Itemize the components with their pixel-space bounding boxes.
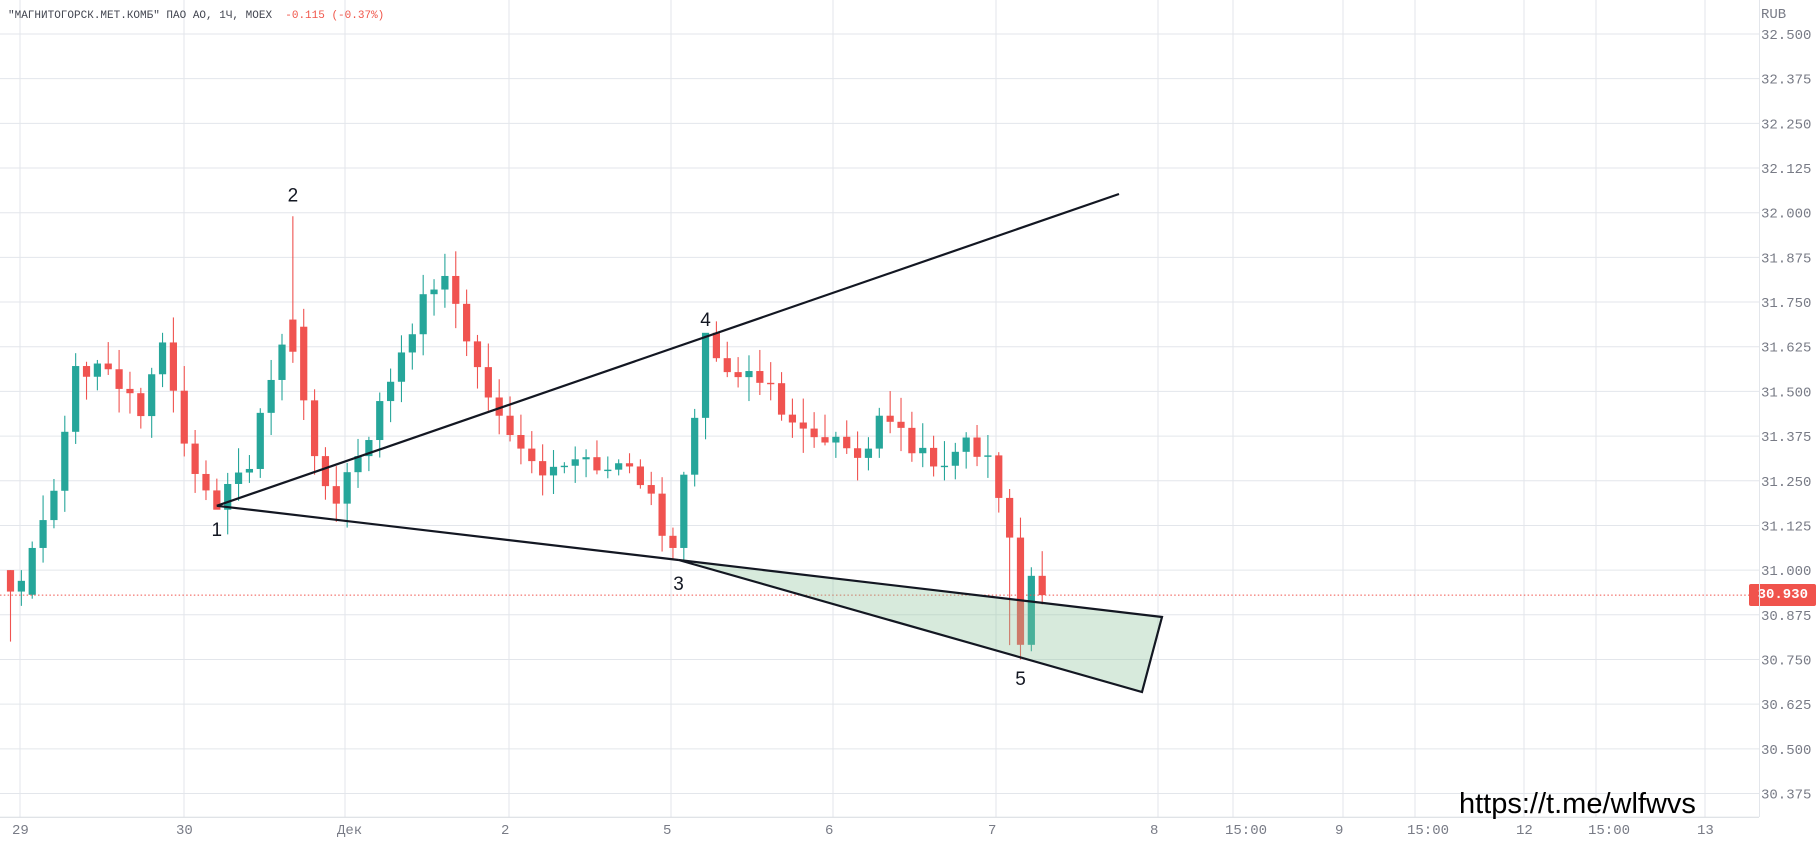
- svg-text:5: 5: [663, 823, 671, 839]
- svg-text:31.000: 31.000: [1761, 564, 1811, 580]
- svg-text:1: 1: [212, 520, 223, 541]
- svg-text:32.000: 32.000: [1761, 207, 1811, 223]
- svg-text:5: 5: [1015, 669, 1026, 690]
- svg-text:30.625: 30.625: [1761, 698, 1811, 714]
- svg-text:2: 2: [501, 823, 509, 839]
- svg-text:32.375: 32.375: [1761, 73, 1811, 89]
- svg-text:32.250: 32.250: [1761, 117, 1811, 133]
- svg-text:30.750: 30.750: [1761, 653, 1811, 669]
- svg-text:31.375: 31.375: [1761, 430, 1811, 446]
- svg-text:30.875: 30.875: [1761, 609, 1811, 625]
- svg-text:Дек: Дек: [337, 823, 362, 839]
- svg-text:30.500: 30.500: [1761, 743, 1811, 759]
- svg-text:31.125: 31.125: [1761, 519, 1811, 535]
- svg-text:31.625: 31.625: [1761, 341, 1811, 357]
- svg-text:32.500: 32.500: [1761, 28, 1811, 44]
- svg-text:30: 30: [176, 823, 193, 839]
- svg-text:15:00: 15:00: [1225, 823, 1267, 839]
- svg-text:2: 2: [288, 185, 299, 206]
- svg-text:31.500: 31.500: [1761, 385, 1811, 401]
- svg-text:31.250: 31.250: [1761, 475, 1811, 491]
- svg-text:30.375: 30.375: [1761, 788, 1811, 804]
- svg-text:12: 12: [1516, 823, 1533, 839]
- svg-text:6: 6: [825, 823, 833, 839]
- svg-text:32.125: 32.125: [1761, 162, 1811, 178]
- svg-text:31.750: 31.750: [1761, 296, 1811, 312]
- svg-text:15:00: 15:00: [1588, 823, 1630, 839]
- svg-text:29: 29: [12, 823, 29, 839]
- svg-text:8: 8: [1150, 823, 1158, 839]
- svg-text:9: 9: [1335, 823, 1343, 839]
- svg-text:13: 13: [1697, 823, 1714, 839]
- svg-text:15:00: 15:00: [1407, 823, 1449, 839]
- svg-text:4: 4: [700, 310, 711, 331]
- svg-text:3: 3: [673, 574, 684, 595]
- svg-text:31.875: 31.875: [1761, 251, 1811, 267]
- svg-text:7: 7: [988, 823, 996, 839]
